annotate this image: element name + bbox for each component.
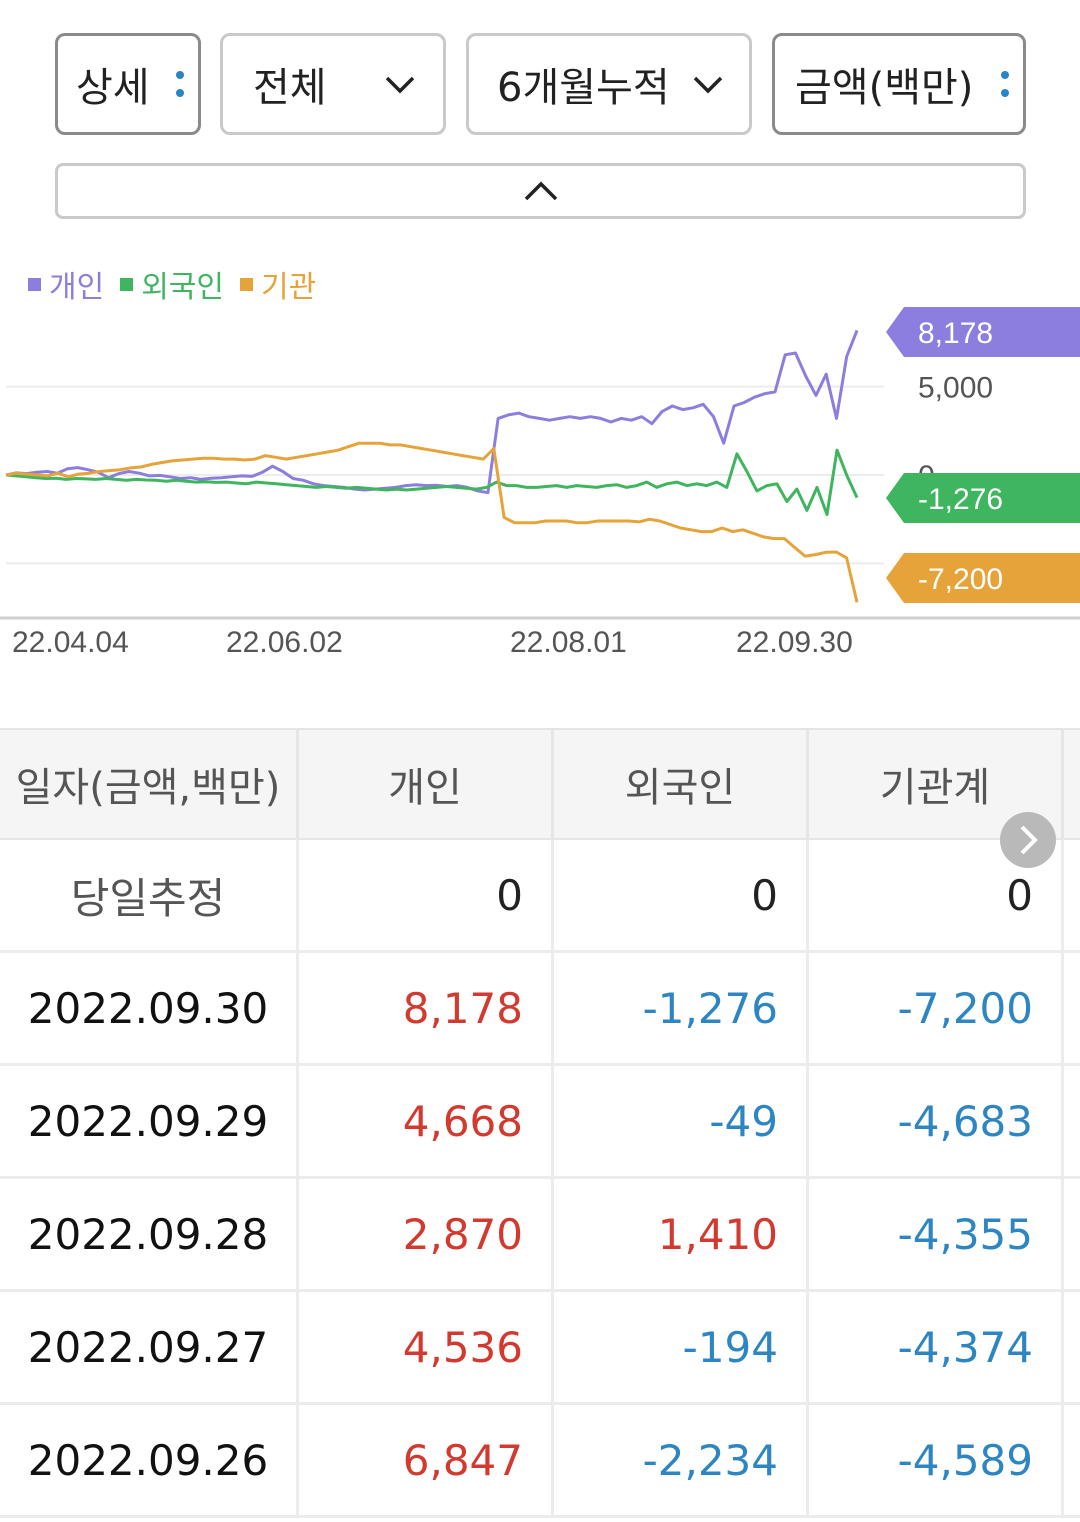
collapse-toggle-button[interactable] (55, 163, 1026, 219)
chevron-right-icon (1020, 825, 1038, 855)
today-label: 당일추정 (0, 840, 299, 950)
row-institution-value: -4,374 (809, 1292, 1064, 1402)
today-institution: 0 (809, 840, 1064, 950)
row-institution-value: -4,355 (809, 1179, 1064, 1289)
x-tick-label: 22.08.01 (510, 626, 627, 659)
table-row[interactable]: 2022.09.26 6,847 -2,234 -4,589 (0, 1405, 1080, 1518)
svg-text:8,178: 8,178 (918, 317, 993, 350)
legend-label: 개인 (49, 270, 105, 305)
table-row[interactable]: 2022.09.30 8,178 -1,276 -7,200 (0, 953, 1080, 1066)
row-date: 2022.09.29 (0, 1066, 299, 1176)
more-dots-icon (176, 71, 184, 97)
legend-swatch (28, 277, 41, 291)
row-individual-value: 4,668 (299, 1066, 554, 1176)
chevron-down-icon (385, 76, 415, 94)
chart-legend: 개인 외국인 기관 (28, 262, 316, 306)
net-buying-line-chart[interactable]: 5,0000-5,0008,178-1,276-7,20022.04.0422.… (0, 300, 1080, 680)
scope-select[interactable]: 전체 (220, 33, 446, 135)
table-row[interactable]: 2022.09.28 2,870 1,410 -4,355 (0, 1179, 1080, 1292)
today-foreign: 0 (554, 840, 809, 950)
unit-select[interactable]: 금액(백만) (772, 33, 1026, 135)
series-line-2 (5, 441, 859, 603)
scope-select-label: 전체 (253, 65, 327, 111)
legend-swatch (240, 277, 254, 291)
scroll-right-button[interactable] (1000, 812, 1056, 868)
table-row-today: 당일추정 0 0 0 (0, 840, 1080, 953)
legend-item-foreign[interactable]: 외국인 (120, 262, 224, 306)
legend-label: 기관 (261, 270, 317, 305)
detail-select-label: 상세 (76, 65, 150, 111)
table-row[interactable]: 2022.09.29 4,668 -49 -4,683 (0, 1066, 1080, 1179)
period-select-label: 6개월누적 (497, 65, 670, 111)
investor-trade-table: 일자(금액,백만) 개인 외국인 기관계 당일추정 0 0 0 2022.09.… (0, 728, 1080, 1518)
table-header-row: 일자(금액,백만) 개인 외국인 기관계 (0, 728, 1080, 840)
end-value-tag-0: 8,178 (886, 307, 1080, 357)
legend-swatch (120, 277, 134, 291)
row-date: 2022.09.26 (0, 1405, 299, 1515)
header-individual: 개인 (299, 730, 554, 838)
unit-select-label: 금액(백만) (795, 65, 974, 111)
x-tick-label: 22.09.30 (736, 626, 853, 659)
row-individual-value: 4,536 (299, 1292, 554, 1402)
svg-text:-7,200: -7,200 (918, 563, 1003, 596)
row-foreign-value: -1,276 (554, 953, 809, 1063)
end-value-tag-1: -1,276 (886, 473, 1080, 523)
header-date: 일자(금액,백만) (0, 730, 299, 838)
row-foreign-value: 1,410 (554, 1179, 809, 1289)
legend-item-individual[interactable]: 개인 (28, 262, 104, 306)
x-tick-label: 22.06.02 (226, 626, 343, 659)
legend-label: 외국인 (141, 270, 225, 305)
chevron-up-icon (524, 181, 557, 201)
filter-bar: 상세 전체 6개월누적 금액(백만) (0, 33, 1080, 135)
row-date: 2022.09.28 (0, 1179, 299, 1289)
svg-text:-1,276: -1,276 (918, 483, 1003, 516)
row-institution-value: -4,589 (809, 1405, 1064, 1515)
y-tick-label: 5,000 (918, 372, 993, 405)
today-individual: 0 (299, 840, 554, 950)
row-individual-value: 6,847 (299, 1405, 554, 1515)
row-individual-value: 8,178 (299, 953, 554, 1063)
row-institution-value: -7,200 (809, 953, 1064, 1063)
x-tick-label: 22.04.04 (12, 626, 129, 659)
table-row[interactable]: 2022.09.27 4,536 -194 -4,374 (0, 1292, 1080, 1405)
legend-item-institution[interactable]: 기관 (240, 262, 316, 306)
series-line-1 (5, 448, 859, 516)
series-line-0 (5, 329, 859, 495)
detail-select[interactable]: 상세 (55, 33, 201, 135)
more-dots-icon (1001, 71, 1009, 97)
table-body: 2022.09.30 8,178 -1,276 -7,200 2022.09.29 4,6… (0, 953, 1080, 1518)
end-value-tag-2: -7,200 (886, 553, 1080, 603)
row-foreign-value: -49 (554, 1066, 809, 1176)
row-individual-value: 2,870 (299, 1179, 554, 1289)
row-institution-value: -4,683 (809, 1066, 1064, 1176)
row-date: 2022.09.30 (0, 953, 299, 1063)
row-foreign-value: -2,234 (554, 1405, 809, 1515)
row-date: 2022.09.27 (0, 1292, 299, 1402)
header-institution: 기관계 (809, 730, 1064, 838)
header-foreign: 외국인 (554, 730, 809, 838)
chevron-down-icon (693, 76, 723, 94)
row-foreign-value: -194 (554, 1292, 809, 1402)
period-select[interactable]: 6개월누적 (466, 33, 752, 135)
